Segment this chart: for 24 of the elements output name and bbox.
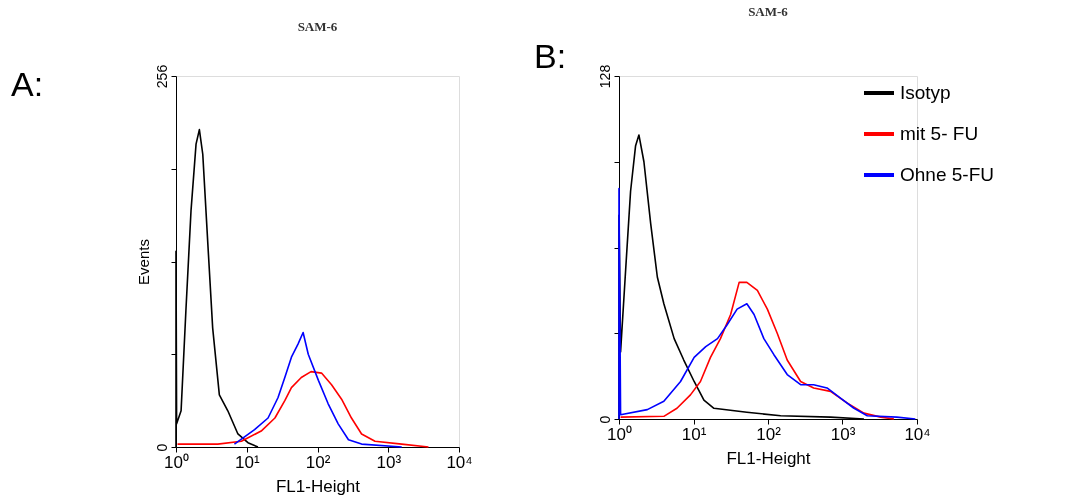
x-tick-label: 10⁰ xyxy=(164,452,189,472)
x-tick-label: 10² xyxy=(305,452,331,472)
x-tick-label: 10⁴ xyxy=(904,424,931,444)
y-tick-label: 128 xyxy=(596,64,613,89)
text: B: xyxy=(534,37,567,75)
x-axis-title: FL1-Height xyxy=(275,476,361,496)
y-axis-title: Events xyxy=(134,239,152,285)
y-tick-label: 0 xyxy=(596,415,613,424)
chart-title: SAM-6 xyxy=(297,19,338,35)
legend-label: Isotyp xyxy=(900,82,951,103)
legend-label: Ohne 5-FU xyxy=(900,164,994,185)
y-tick-label: 0 xyxy=(153,443,170,452)
legend-label: mit 5- FU xyxy=(900,123,979,144)
x-tick-label: 10⁰ xyxy=(607,424,632,444)
x-tick-label: 10⁴ xyxy=(446,452,473,472)
y-tick-label: 256 xyxy=(153,64,170,89)
chart-title: SAM-6 xyxy=(748,4,789,19)
text: A: xyxy=(11,65,44,103)
x-tick-label: 10³ xyxy=(830,424,856,444)
x-tick-label: 10¹ xyxy=(681,424,707,444)
x-tick-label: 10² xyxy=(756,424,782,444)
x-axis-title: FL1-Height xyxy=(726,448,811,468)
x-tick-label: 10¹ xyxy=(234,452,260,472)
x-tick-label: 10³ xyxy=(376,452,402,472)
